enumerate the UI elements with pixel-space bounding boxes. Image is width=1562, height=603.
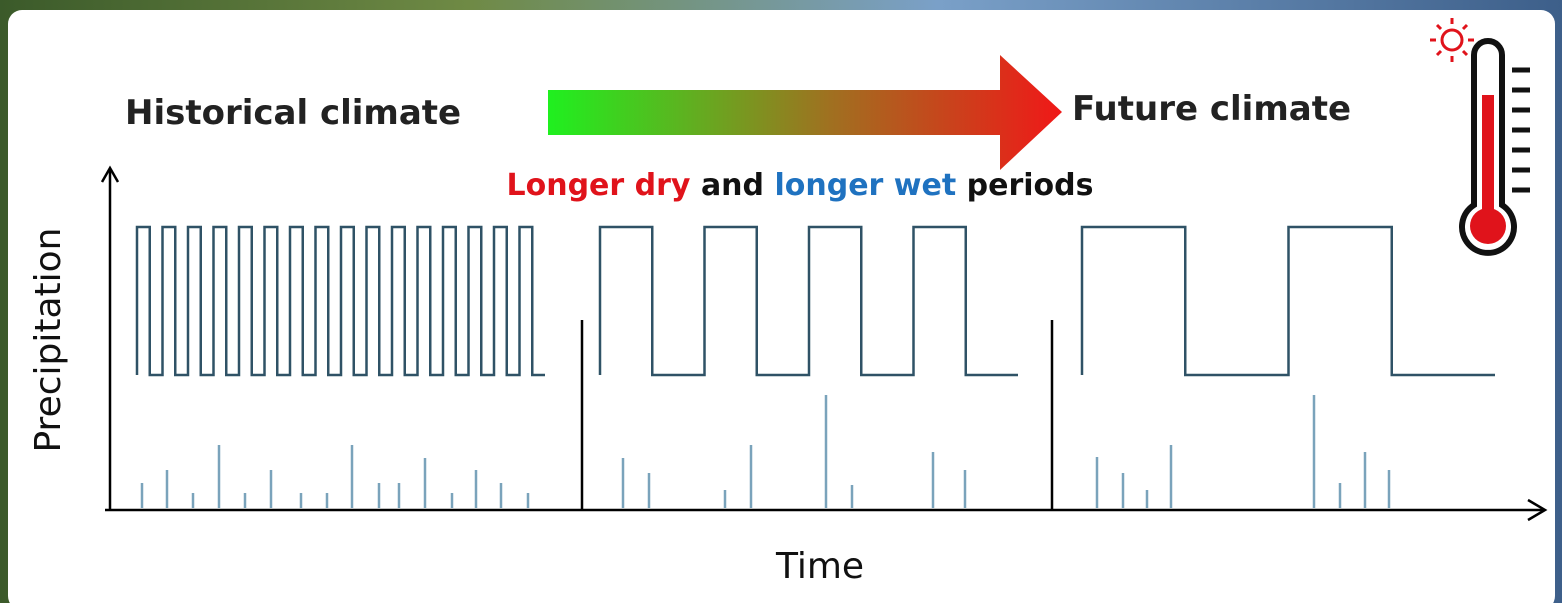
dry: Longer dry <box>507 168 691 203</box>
subtitle: Longer dry and longer wet periods <box>507 168 1094 203</box>
y-axis-label: Precipitation <box>28 227 69 452</box>
wave <box>598 225 1018 377</box>
future-label: Future climate <box>1072 89 1351 129</box>
square-waves <box>135 225 1495 377</box>
panel <box>8 10 1555 603</box>
axes <box>100 165 1548 522</box>
thermometer <box>1430 18 1530 256</box>
x-axis-label: Time <box>775 546 864 587</box>
and: and <box>701 168 764 203</box>
historical-label: Historical climate <box>125 93 461 133</box>
wet: longer wet <box>774 168 956 203</box>
rain-spikes <box>140 395 1391 508</box>
arrow <box>548 55 1062 170</box>
wave <box>1080 225 1495 377</box>
periods: periods <box>967 168 1094 203</box>
wave <box>135 225 545 377</box>
